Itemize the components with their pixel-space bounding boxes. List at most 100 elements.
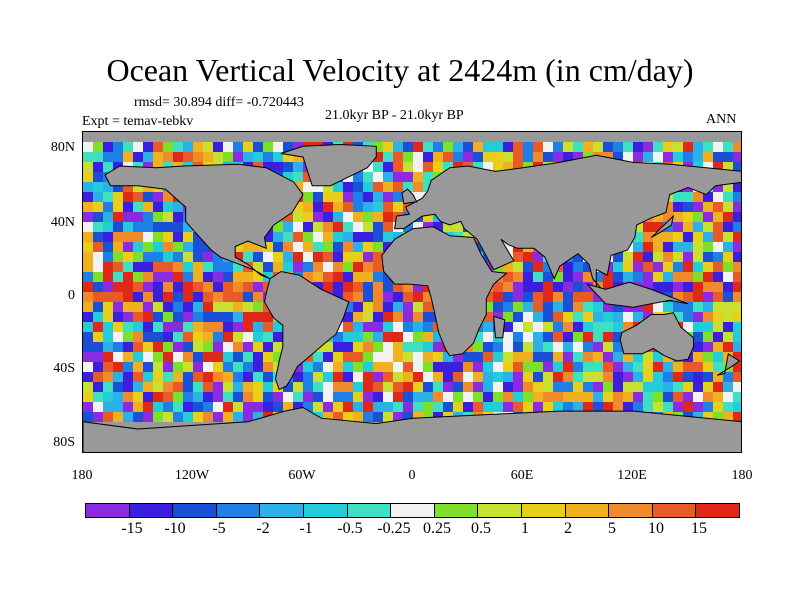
ocean-cell bbox=[323, 192, 333, 202]
ocean-cell bbox=[583, 322, 593, 332]
ocean-cell bbox=[153, 152, 163, 162]
ocean-cell bbox=[663, 402, 673, 412]
ocean-cell bbox=[593, 342, 603, 352]
ocean-cell bbox=[433, 372, 443, 382]
ocean-cell bbox=[523, 402, 533, 412]
ocean-cell bbox=[693, 232, 703, 242]
ocean-cell bbox=[633, 302, 643, 312]
colorbar-swatch bbox=[347, 504, 392, 517]
colorbar-swatch bbox=[478, 504, 522, 517]
ocean-cell bbox=[243, 322, 253, 332]
ocean-cell bbox=[703, 392, 713, 402]
ocean-cell bbox=[293, 402, 303, 412]
ocean-cell bbox=[513, 362, 523, 372]
ocean-cell bbox=[343, 182, 353, 192]
ocean-cell bbox=[643, 232, 653, 242]
ocean-cell bbox=[203, 292, 213, 302]
ocean-cell bbox=[633, 252, 643, 262]
ocean-cell bbox=[133, 402, 143, 412]
ocean-cell bbox=[493, 352, 503, 362]
ocean-cell bbox=[383, 152, 393, 162]
ocean-cell bbox=[143, 412, 153, 422]
ocean-cell bbox=[433, 332, 443, 342]
ocean-cell bbox=[263, 232, 273, 242]
ocean-cell bbox=[723, 312, 733, 322]
ocean-cell bbox=[373, 232, 383, 242]
ocean-cell bbox=[613, 272, 623, 282]
ocean-cell bbox=[373, 252, 383, 262]
ocean-cell bbox=[373, 322, 383, 332]
ocean-cell bbox=[543, 352, 553, 362]
ocean-cell bbox=[383, 292, 393, 302]
ocean-cell bbox=[683, 382, 693, 392]
colorbar-swatch bbox=[86, 504, 130, 517]
ocean-cell bbox=[653, 362, 663, 372]
ocean-cell bbox=[163, 402, 173, 412]
ocean-cell bbox=[443, 382, 453, 392]
ocean-cell bbox=[203, 332, 213, 342]
ocean-cell bbox=[463, 402, 473, 412]
ocean-cell bbox=[663, 362, 673, 372]
ocean-cell bbox=[693, 312, 703, 322]
ocean-cell bbox=[103, 162, 113, 172]
ocean-cell bbox=[523, 352, 533, 362]
ocean-cell bbox=[653, 382, 663, 392]
ocean-cell bbox=[523, 322, 533, 332]
ocean-cell bbox=[103, 272, 113, 282]
ocean-cell bbox=[83, 312, 93, 322]
ocean-cell bbox=[243, 302, 253, 312]
ocean-cell bbox=[553, 152, 563, 162]
ocean-cell bbox=[473, 382, 483, 392]
ocean-cell bbox=[223, 362, 233, 372]
ocean-cell bbox=[263, 312, 273, 322]
ocean-cell bbox=[193, 382, 203, 392]
ocean-cell bbox=[203, 262, 213, 272]
ocean-cell bbox=[433, 142, 443, 152]
ocean-cell bbox=[303, 392, 313, 402]
ocean-cell bbox=[143, 342, 153, 352]
land-mass bbox=[650, 214, 675, 238]
ocean-cell bbox=[153, 232, 163, 242]
ocean-cell bbox=[173, 242, 183, 252]
ocean-cell bbox=[103, 342, 113, 352]
ocean-cell bbox=[473, 372, 483, 382]
colorbar-swatch bbox=[260, 504, 304, 517]
ocean-cell bbox=[113, 362, 123, 372]
ocean-cell bbox=[183, 322, 193, 332]
ocean-cell bbox=[243, 382, 253, 392]
ocean-cell bbox=[583, 262, 593, 272]
ocean-cell bbox=[93, 262, 103, 272]
ocean-cell bbox=[93, 332, 103, 342]
y-tick-label: 80N bbox=[50, 140, 75, 155]
ocean-cell bbox=[483, 152, 493, 162]
ocean-cell bbox=[373, 382, 383, 392]
ocean-cell bbox=[403, 352, 413, 362]
ocean-cell bbox=[723, 252, 733, 262]
ocean-cell bbox=[373, 292, 383, 302]
ocean-cell bbox=[723, 202, 733, 212]
ocean-cell bbox=[113, 412, 123, 422]
ocean-cell bbox=[333, 222, 343, 232]
ocean-cell bbox=[543, 392, 553, 402]
ocean-cell bbox=[723, 222, 733, 232]
ocean-cell bbox=[393, 352, 403, 362]
ocean-cell bbox=[343, 332, 353, 342]
ocean-cell bbox=[333, 192, 343, 202]
ocean-cell bbox=[623, 272, 633, 282]
ocean-cell bbox=[163, 332, 173, 342]
ocean-cell bbox=[163, 312, 173, 322]
ocean-cell bbox=[193, 402, 203, 412]
ocean-cell bbox=[183, 372, 193, 382]
ocean-cell bbox=[143, 272, 153, 282]
ocean-cell bbox=[423, 182, 433, 192]
ocean-cell bbox=[103, 232, 113, 242]
ocean-cell bbox=[533, 332, 543, 342]
colorbar-tick-label: 15 bbox=[691, 520, 707, 537]
ocean-cell bbox=[583, 332, 593, 342]
ocean-cell bbox=[513, 252, 523, 262]
ocean-cell bbox=[193, 332, 203, 342]
ocean-cell bbox=[603, 332, 613, 342]
ocean-cell bbox=[123, 152, 133, 162]
ocean-cell bbox=[473, 352, 483, 362]
ocean-cell bbox=[273, 392, 283, 402]
